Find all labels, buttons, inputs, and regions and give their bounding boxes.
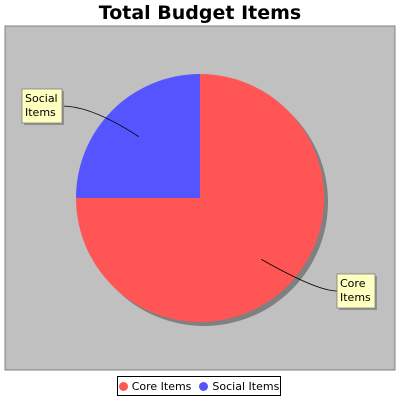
- legend-swatch-core: [118, 381, 128, 391]
- legend-label-core: Core Items: [131, 379, 192, 393]
- label-leader-core: [261, 259, 338, 292]
- legend-item-core: Core Items: [118, 379, 192, 393]
- slice-label-line: Items: [25, 106, 56, 119]
- legend-swatch-social: [199, 381, 209, 391]
- slice-label-line: Social: [25, 92, 58, 105]
- label-leader-social: [61, 105, 139, 137]
- chart-title: Total Budget Items: [98, 2, 302, 24]
- legend-item-social: Social Items: [199, 380, 279, 393]
- slice-label-line: Items: [340, 291, 371, 304]
- legend: Core Items Social Items: [117, 376, 281, 396]
- legend-label-social: Social Items: [212, 379, 280, 393]
- slice-label-line: Core: [340, 277, 366, 290]
